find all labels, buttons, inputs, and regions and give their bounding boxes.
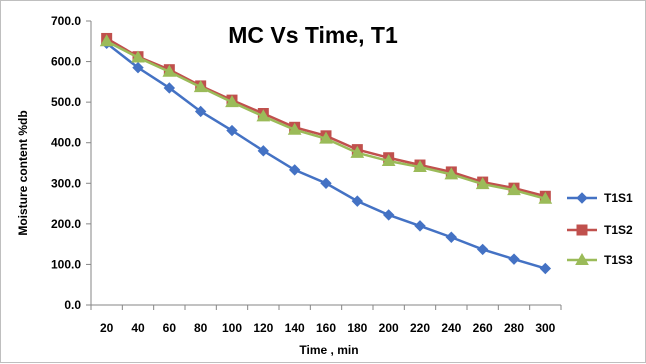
legend-marker [576, 192, 588, 204]
x-tick-label: 80 [194, 321, 208, 335]
legend-label: T1S3 [604, 253, 633, 267]
data-point [99, 34, 114, 47]
data-point [226, 124, 238, 137]
data-point [445, 231, 458, 243]
series-t1s2 [101, 32, 551, 202]
series-t1s1 [100, 37, 552, 275]
series-t1s3 [99, 34, 553, 204]
legend-item-t1s3: T1S3 [567, 252, 633, 267]
x-axis-title: Time , min [299, 343, 358, 357]
x-tick-label: 220 [410, 321, 430, 335]
x-tick-label: 140 [285, 321, 305, 335]
x-tick-label: 40 [131, 321, 145, 335]
y-tick-label: 0.0 [64, 298, 81, 312]
x-tick-label: 120 [253, 321, 273, 335]
y-tick-label: 100.0 [51, 257, 81, 271]
y-axis-title: Moisture content %db [16, 110, 30, 235]
legend-item-t1s1: T1S1 [567, 191, 633, 205]
data-point [287, 122, 302, 135]
data-point [444, 167, 459, 180]
y-axis: 0.0 100.0 200.0 300.0 400.0 500.0 600.0 700.0 [51, 14, 91, 312]
x-tick-label: 200 [379, 321, 399, 335]
data-point [288, 164, 301, 176]
y-tick-label: 200.0 [51, 217, 81, 231]
data-point [320, 177, 332, 189]
data-point [194, 105, 207, 118]
plot-area [90, 21, 561, 306]
x-tick-label: 260 [473, 321, 493, 335]
data-point [508, 253, 520, 265]
series-line [106, 37, 546, 198]
y-tick-label: 600.0 [51, 55, 81, 69]
legend-label: T1S2 [604, 223, 633, 237]
x-tick-label: 240 [441, 321, 461, 335]
x-axis: 20 40 60 80 100 120 140 160 180 200 220 240 260 280 30… [90, 305, 562, 335]
y-tick-label: 400.0 [51, 136, 81, 150]
legend-marker [575, 252, 589, 265]
x-tick-label: 280 [504, 321, 524, 335]
data-point [256, 109, 271, 122]
data-point [132, 61, 144, 74]
data-point [382, 209, 395, 221]
data-point [413, 160, 427, 173]
x-tick-label: 180 [347, 321, 367, 335]
legend-item-t1s2: T1S2 [567, 223, 633, 237]
y-tick-label: 300.0 [51, 176, 81, 190]
series-layer [99, 32, 553, 275]
x-tick-label: 300 [535, 321, 555, 335]
data-point [319, 131, 333, 144]
data-point [539, 262, 552, 275]
data-point [381, 153, 396, 166]
x-tick-label: 20 [100, 321, 114, 335]
data-point [475, 177, 490, 190]
data-point [162, 64, 177, 77]
data-point [131, 50, 145, 63]
data-point [225, 95, 239, 108]
data-point [538, 191, 553, 204]
x-tick-label: 100 [222, 321, 242, 335]
data-point [163, 82, 176, 94]
series-line [105, 42, 546, 270]
legend-marker [576, 224, 588, 236]
y-tick-label: 500.0 [51, 95, 81, 109]
data-point [351, 195, 364, 207]
data-point [507, 183, 521, 196]
x-tick-label: 160 [316, 321, 336, 335]
data-point [414, 220, 426, 232]
data-point [193, 80, 208, 93]
x-tick-label: 60 [163, 321, 177, 335]
legend: T1S1 T1S2 T1S3 [567, 191, 633, 267]
y-tick-label: 700.0 [51, 14, 81, 28]
legend-label: T1S1 [604, 191, 633, 205]
data-point [476, 243, 489, 256]
data-point [257, 145, 270, 157]
data-point [350, 145, 365, 158]
chart-title: MC Vs Time, T1 [228, 22, 398, 48]
